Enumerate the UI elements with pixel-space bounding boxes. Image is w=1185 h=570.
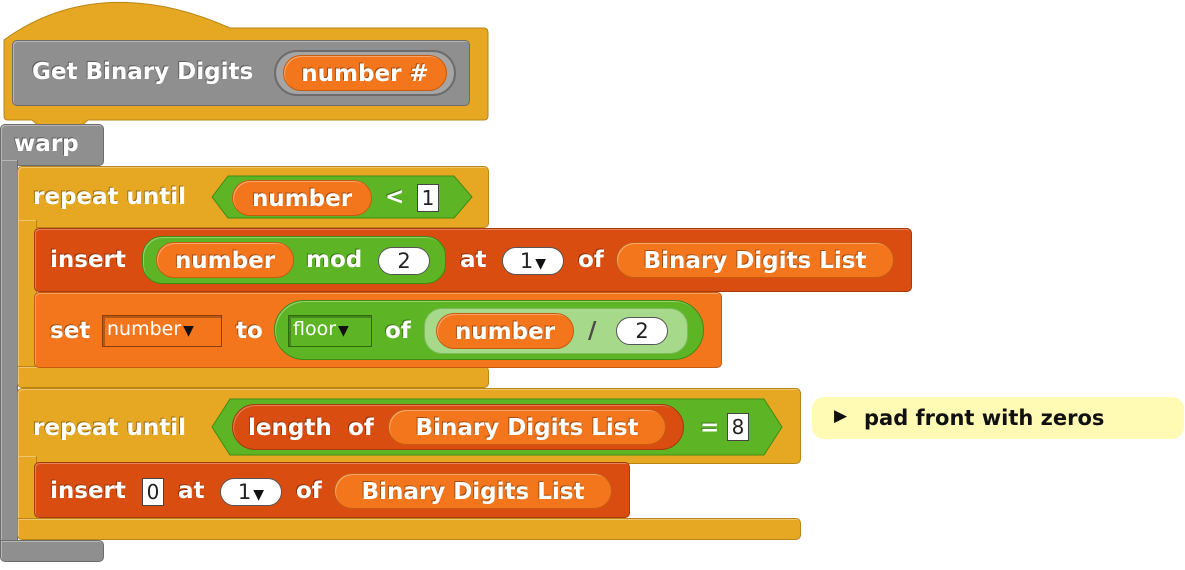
dropdown-arrow-icon: ▼: [535, 256, 547, 272]
warp-block[interactable]: [0, 124, 104, 166]
dropdown-arrow-icon: ▼: [183, 323, 194, 339]
binary-digits-list-variable[interactable]: Binary Digits List: [388, 409, 666, 445]
index-value: 1: [519, 249, 534, 273]
dropdown-arrow-icon: ▼: [253, 487, 265, 503]
index-value: 1: [237, 480, 252, 504]
binary-digits-list-variable[interactable]: Binary Digits List: [616, 242, 894, 278]
number-variable[interactable]: number: [436, 313, 574, 349]
warp-bottom: [0, 540, 104, 562]
repeat-until-label-1: repeat until: [33, 184, 187, 210]
of-label-2: of: [296, 478, 322, 504]
set-label: set: [50, 318, 91, 344]
less-than-operator: <: [385, 184, 405, 210]
mod-label: mod: [306, 247, 363, 273]
divisor-input[interactable]: 2: [616, 317, 668, 345]
insert-value-input[interactable]: 0: [142, 478, 164, 506]
index-dropdown-2[interactable]: 1 ▼: [220, 478, 282, 506]
binary-digits-list-variable[interactable]: Binary Digits List: [334, 473, 612, 509]
comment-note[interactable]: ▶ pad front with zeros: [812, 397, 1184, 439]
equals-operator: =: [700, 415, 720, 441]
repeat-until-bottom-2: [17, 518, 801, 540]
of-label-1: of: [578, 247, 604, 273]
number-variable[interactable]: number: [232, 180, 372, 216]
collapse-triangle-icon[interactable]: ▶: [834, 406, 848, 426]
index-dropdown-1[interactable]: 1 ▼: [502, 247, 564, 275]
compare-value-input[interactable]: 1: [417, 184, 439, 212]
block-name-label: Get Binary Digits: [32, 59, 254, 85]
length-label: length: [248, 415, 332, 441]
repeat-until-bottom-1: [17, 366, 489, 388]
length-value-input[interactable]: 8: [727, 413, 749, 441]
comment-text: pad front with zeros: [864, 406, 1105, 430]
divide-operator: /: [588, 318, 597, 344]
set-variable-dropdown[interactable]: number ▼: [102, 315, 222, 347]
of-label-floor: of: [385, 318, 411, 344]
at-label-1: at: [460, 247, 487, 273]
number-variable[interactable]: number: [156, 242, 294, 278]
mod-value-input[interactable]: 2: [378, 247, 430, 275]
repeat-until-label-2: repeat until: [33, 415, 187, 441]
parameter-number[interactable]: number #: [283, 55, 447, 91]
warp-label: warp: [14, 131, 79, 157]
to-label: to: [236, 318, 263, 344]
function-dropdown[interactable]: floor ▼: [288, 315, 372, 347]
insert-label-2: insert: [50, 478, 126, 504]
of-label-length: of: [348, 415, 374, 441]
at-label-2: at: [178, 478, 205, 504]
warp-arm: [0, 160, 18, 548]
insert-label-1: insert: [50, 247, 126, 273]
dropdown-arrow-icon: ▼: [338, 323, 349, 339]
